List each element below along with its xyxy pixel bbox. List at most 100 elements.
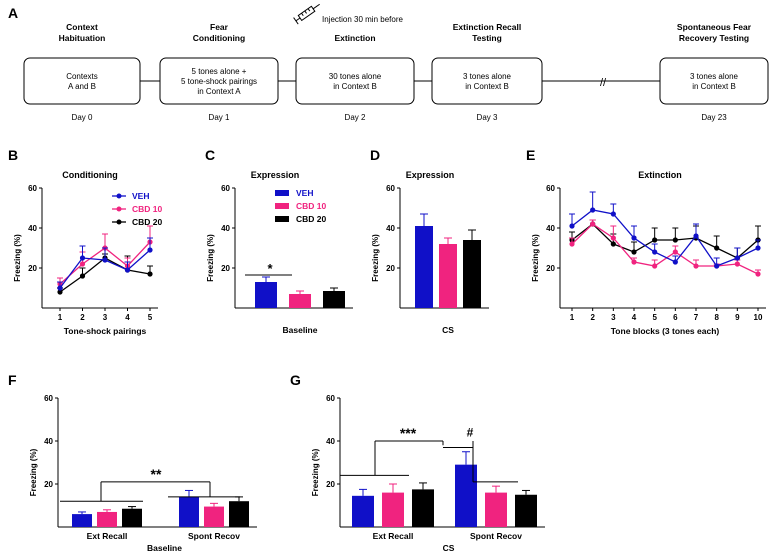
data-point bbox=[631, 259, 637, 265]
stage-day: Day 0 bbox=[72, 113, 93, 122]
y-tick-label: 60 bbox=[326, 394, 335, 403]
x-tick-label: 5 bbox=[148, 313, 153, 322]
bar-cbd20 bbox=[323, 291, 345, 308]
data-point bbox=[693, 263, 699, 269]
legend-label: VEH bbox=[132, 191, 149, 201]
x-axis-label: Baseline bbox=[147, 543, 182, 553]
y-tick-label: 20 bbox=[28, 264, 37, 273]
data-point bbox=[734, 261, 740, 267]
data-point bbox=[652, 263, 658, 269]
data-point bbox=[569, 223, 575, 229]
timeline-break: // bbox=[600, 77, 607, 89]
y-tick-label: 60 bbox=[221, 184, 230, 193]
legend-marker bbox=[116, 219, 122, 225]
y-axis-label: Freezing (%) bbox=[531, 234, 540, 282]
stage-day: Day 23 bbox=[701, 113, 727, 122]
data-point bbox=[610, 211, 616, 217]
legend-label: CBD 20 bbox=[132, 217, 163, 227]
stage-day: Day 3 bbox=[477, 113, 498, 122]
bar-cbd10 bbox=[439, 244, 457, 308]
legend-label: CBD 20 bbox=[296, 214, 327, 224]
stage-box-text: Contexts bbox=[66, 72, 98, 81]
legend-label: CBD 10 bbox=[296, 201, 327, 211]
data-point bbox=[102, 257, 108, 263]
x-axis-label: Baseline bbox=[283, 325, 318, 335]
y-tick-label: 40 bbox=[386, 224, 395, 233]
legend-swatch bbox=[275, 203, 289, 209]
data-point bbox=[672, 249, 678, 255]
x-tick-label: 8 bbox=[714, 313, 719, 322]
x-category-label: Ext Recall bbox=[87, 531, 128, 541]
legend-swatch bbox=[275, 216, 289, 222]
legend-label: CBD 10 bbox=[132, 204, 163, 214]
bar-cbd10 bbox=[97, 511, 117, 527]
data-point bbox=[755, 245, 761, 251]
legend-marker bbox=[116, 206, 122, 212]
stage-box-text: 5 tones alone + bbox=[192, 67, 247, 76]
x-tick-label: 3 bbox=[611, 313, 616, 322]
significance-mark: ** bbox=[151, 466, 162, 482]
stage-title: Habituation bbox=[59, 33, 106, 43]
bar-cbd10 bbox=[485, 492, 507, 527]
y-tick-label: 60 bbox=[44, 394, 53, 403]
data-point bbox=[652, 237, 658, 243]
data-point bbox=[79, 255, 86, 261]
injection-note: Injection 30 min before bbox=[322, 15, 403, 24]
panel-letter-a: A bbox=[8, 5, 18, 21]
bar-cbd20 bbox=[463, 240, 481, 308]
x-tick-label: 5 bbox=[652, 313, 657, 322]
y-axis-label: Freezing (%) bbox=[311, 448, 320, 496]
series-line-cbd10 bbox=[571, 223, 759, 275]
data-point bbox=[147, 247, 153, 253]
stage-box-text: in Context B bbox=[692, 82, 736, 91]
legend-marker bbox=[116, 193, 122, 199]
data-point bbox=[714, 245, 720, 251]
bar-cbd20 bbox=[122, 508, 142, 527]
data-point bbox=[590, 207, 596, 213]
stage-box-text: in Context B bbox=[333, 82, 377, 91]
data-point bbox=[590, 221, 596, 227]
significance-mark: *** bbox=[400, 425, 417, 441]
bar-cbd10 bbox=[204, 506, 224, 527]
data-point bbox=[714, 263, 720, 269]
chart-title: Expression bbox=[406, 170, 455, 180]
significance-mark: * bbox=[267, 261, 273, 276]
y-tick-label: 40 bbox=[326, 437, 335, 446]
stage-box-text: 3 tones alone bbox=[463, 72, 512, 81]
stage-box-text: 5 tone-shock pairings bbox=[181, 77, 257, 86]
significance-mark: # bbox=[467, 426, 474, 440]
data-point bbox=[734, 255, 740, 261]
stage-box bbox=[23, 57, 141, 105]
x-tick-label: 4 bbox=[632, 313, 637, 322]
x-axis-label: CS bbox=[443, 543, 455, 553]
series-line-cbd20 bbox=[59, 257, 151, 293]
chart-title: Expression bbox=[251, 170, 300, 180]
stage-box bbox=[431, 57, 543, 105]
y-axis-label: Freezing (%) bbox=[371, 234, 380, 282]
data-point bbox=[631, 249, 637, 255]
y-tick-label: 40 bbox=[44, 437, 53, 446]
data-point bbox=[79, 261, 86, 267]
bar-cbd20 bbox=[412, 489, 434, 527]
data-point bbox=[569, 241, 575, 247]
x-tick-label: 7 bbox=[694, 313, 699, 322]
y-tick-label: 40 bbox=[28, 224, 37, 233]
data-point bbox=[693, 233, 699, 239]
y-axis-label: Freezing (%) bbox=[29, 448, 38, 496]
data-point bbox=[672, 259, 678, 265]
series-line-cbd20 bbox=[571, 223, 759, 259]
data-point bbox=[755, 271, 761, 277]
data-point bbox=[631, 235, 637, 241]
bar-veh bbox=[415, 226, 433, 308]
panel-letter-d: D bbox=[370, 147, 380, 163]
y-tick-label: 20 bbox=[326, 480, 335, 489]
panel-letter-e: E bbox=[526, 147, 535, 163]
x-axis-label: CS bbox=[442, 325, 454, 335]
y-tick-label: 60 bbox=[546, 184, 555, 193]
y-tick-label: 60 bbox=[386, 184, 395, 193]
y-tick-label: 20 bbox=[546, 264, 555, 273]
y-tick-label: 60 bbox=[28, 184, 37, 193]
data-point bbox=[57, 289, 63, 295]
